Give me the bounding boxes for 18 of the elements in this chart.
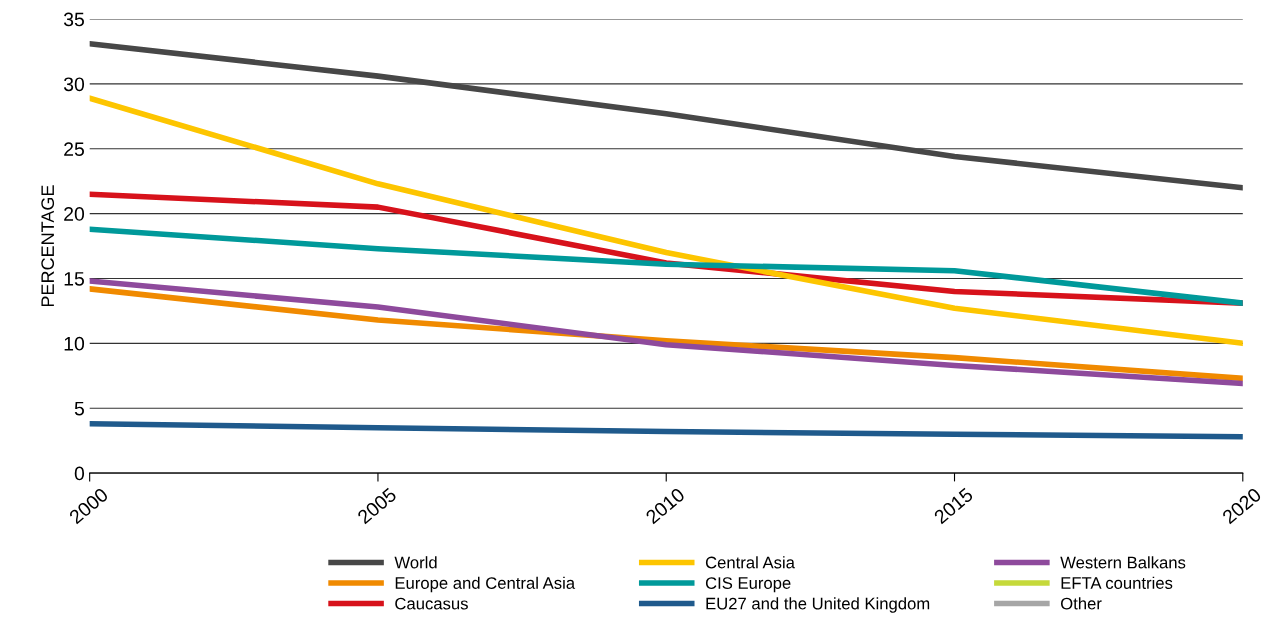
- y-tick-label: 35: [63, 12, 84, 27]
- legend-label: EFTA countries: [1061, 576, 1173, 589]
- y-tick-label: 0: [74, 466, 85, 481]
- y-tick-label: 5: [74, 401, 84, 416]
- legend-label: CIS Europe: [705, 577, 791, 593]
- legend-label: Europe and Central Asia: [395, 576, 576, 593]
- y-tick-label: 10: [64, 336, 85, 351]
- legend-label: Central Asia: [705, 556, 795, 569]
- legend-label: World: [394, 556, 437, 569]
- legend-label: Caucasus: [395, 597, 468, 610]
- legend-label: Other: [1061, 597, 1102, 610]
- y-tick-label: 15: [64, 272, 84, 286]
- y-tick-label: 20: [64, 207, 85, 221]
- legend-label: Western Balkans: [1060, 556, 1186, 569]
- y-tick-label: 30: [63, 77, 85, 92]
- y-axis-title: PERCENTAGE: [41, 185, 55, 307]
- legend-label: EU27 and the United Kingdom: [706, 597, 930, 613]
- y-tick-label: 25: [64, 142, 84, 157]
